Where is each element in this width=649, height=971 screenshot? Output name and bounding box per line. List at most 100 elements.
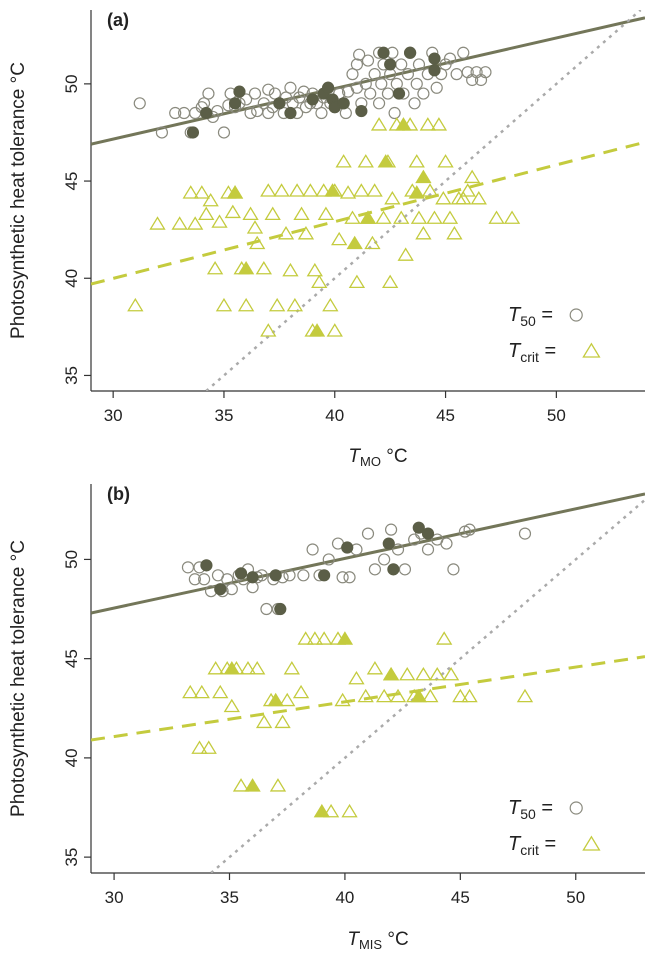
tcrit-point: [277, 225, 295, 240]
t50-point: [378, 553, 391, 566]
x-tick-label: 40: [325, 406, 344, 425]
tcrit-point: [375, 210, 392, 224]
tcrit-point: [415, 225, 432, 240]
t50-filled-point: [341, 541, 354, 554]
tcrit-point: [191, 740, 208, 754]
t50-filled-point: [233, 85, 246, 98]
t50-point: [384, 523, 398, 536]
tcrit-point: [326, 323, 343, 337]
t50-point: [398, 563, 412, 576]
tcrit-point: [463, 169, 481, 184]
t50-point: [372, 97, 386, 110]
tcrit-point: [331, 231, 348, 246]
tcrit-point: [211, 214, 228, 228]
tcrit-point: [212, 684, 229, 699]
t50-filled-point: [234, 567, 248, 580]
y-tick-label: 45: [62, 172, 81, 191]
panel-b: 30 35 40 45 50 35 40 45 50 Photosynthetic heat to…: [8, 484, 645, 952]
t50-point: [381, 87, 395, 100]
legend-sub: 50: [520, 313, 536, 329]
t50-point: [240, 93, 253, 106]
t50-point: [244, 106, 257, 120]
t50-point: [388, 106, 401, 120]
tcrit-point: [223, 698, 240, 713]
legend-var: T: [508, 304, 522, 326]
t50-filled-point: [421, 527, 435, 540]
tcrit-filled-point: [346, 235, 363, 250]
t50-filled-point: [384, 58, 397, 71]
x-axis-title-var: T: [347, 929, 360, 950]
tcrit-point: [274, 714, 291, 729]
tcrit-point: [455, 191, 472, 205]
tcrit-filled-point: [226, 185, 244, 199]
tcrit-point: [353, 183, 370, 197]
tcrit-filled-point: [237, 260, 255, 275]
t50-filled-point: [322, 81, 335, 94]
tcrit-point: [364, 235, 381, 250]
tcrit-point: [415, 666, 432, 681]
tcrit-point: [288, 183, 306, 197]
tcrit-point: [470, 191, 487, 205]
x-axis-title-sub: MIS: [359, 937, 382, 952]
x-tick-label: 30: [104, 406, 123, 425]
tcrit-point: [341, 803, 358, 818]
tcrit-point: [292, 684, 310, 699]
tcrit-point: [293, 206, 310, 221]
t50-point: [364, 87, 377, 100]
t50-point: [408, 533, 421, 546]
t50-filled-point: [377, 46, 390, 59]
t50-point: [299, 101, 313, 114]
t50-filled-point: [186, 126, 200, 139]
legend-entry-label: T50 =: [508, 304, 553, 329]
identity-line: [210, 498, 645, 873]
x-axis-title-unit: °C: [381, 446, 408, 467]
panel-a: 30 35 40 45 50 35 40 45 50 Photosynthetic heat to…: [8, 10, 645, 469]
tcrit-point: [249, 235, 266, 250]
t50-filled-point: [355, 104, 368, 118]
tcrit-point: [268, 297, 286, 312]
tcrit-point: [206, 260, 224, 275]
t50-point: [408, 97, 421, 110]
t50-filled-point: [382, 537, 395, 550]
tcrit-point: [393, 210, 410, 224]
tcrit-point: [334, 692, 351, 707]
tcrit-point: [171, 216, 188, 230]
t50-point: [395, 58, 408, 71]
tcrit-point: [198, 206, 215, 221]
tcrit-point: [182, 185, 199, 199]
t50-filled-point: [306, 93, 319, 106]
tcrit-filled-point: [415, 169, 432, 184]
tcrit-point: [193, 185, 210, 199]
tcrit-point: [200, 740, 217, 754]
tcrit-point: [446, 225, 463, 240]
tcrit-point: [297, 631, 314, 645]
fit-lines: [91, 492, 645, 873]
legend-sub: crit: [520, 842, 539, 858]
t50-point: [421, 543, 435, 556]
tcrit-point: [237, 297, 255, 312]
t50-filled-point: [274, 602, 287, 616]
t50-point: [155, 126, 169, 139]
tcrit-point: [246, 220, 264, 234]
tcrit-point: [335, 154, 352, 168]
legend-sub: 50: [520, 806, 536, 822]
tcrit-point: [186, 216, 204, 230]
t50-point: [322, 553, 335, 566]
t50-filled-point: [412, 521, 425, 534]
tcrit-point: [182, 684, 199, 699]
tcrit-point: [297, 225, 315, 240]
tcrit-point: [488, 210, 505, 224]
tcrit-point: [348, 670, 365, 685]
t50-fit-line: [91, 16, 645, 146]
t50-point: [410, 77, 423, 90]
t50-point: [412, 58, 426, 71]
tcrit-point: [503, 210, 521, 224]
tcrit-filled-point: [244, 778, 261, 792]
panel-label: (b): [107, 484, 130, 504]
t50-point: [284, 81, 297, 94]
tcrit-point: [421, 183, 439, 197]
series-t50-filled: [186, 46, 441, 139]
t50-filled-point: [392, 87, 406, 100]
legend-eq: =: [536, 797, 553, 819]
tcrit-point: [344, 210, 361, 224]
